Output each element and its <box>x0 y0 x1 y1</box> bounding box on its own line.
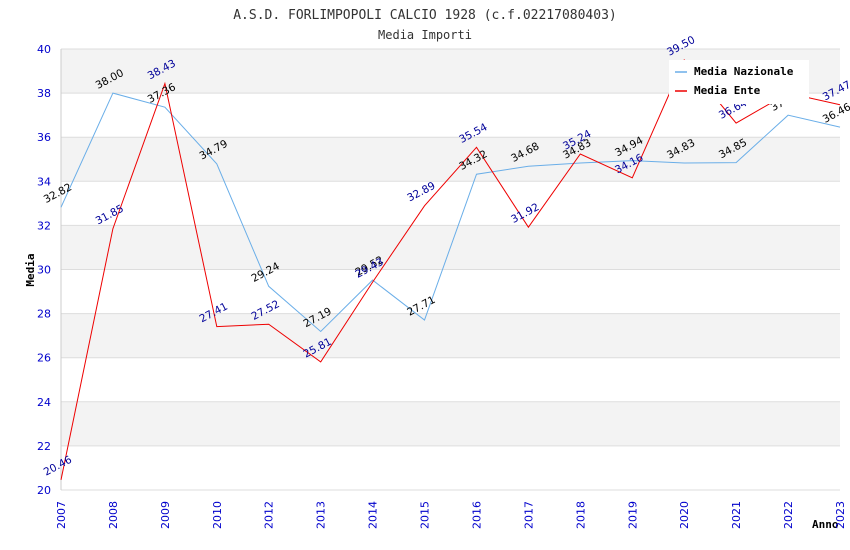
x-tick-label: 2010 <box>211 501 224 529</box>
x-axis-label: Anno <box>812 518 839 531</box>
legend: Media Nazionale Media Ente <box>669 60 809 104</box>
x-tick-label: 2020 <box>678 501 691 529</box>
plot-band <box>61 181 840 226</box>
x-tick-label: 2017 <box>522 501 535 529</box>
y-tick-label: 36 <box>37 131 51 144</box>
plot-background-bands <box>61 49 840 490</box>
legend-label-media-ente: Media Ente <box>694 84 761 97</box>
series-line-media-nazionale <box>60 92 841 333</box>
plot-band <box>61 269 840 314</box>
y-tick-label: 34 <box>37 175 51 188</box>
x-tick-label: 2012 <box>263 501 276 529</box>
x-tick-label: 2019 <box>626 501 639 529</box>
y-tick-labels: 20 22 24 26 28 30 32 34 36 38 40 <box>37 43 51 497</box>
x-tick-labels: 2007 2008 2009 2010 2012 2013 2014 2015 2016 2017… <box>55 501 847 529</box>
x-tick-label: 2016 <box>470 501 483 529</box>
plot-band <box>61 357 840 402</box>
y-tick-label: 32 <box>37 219 51 232</box>
y-axis-label: Media <box>24 253 37 286</box>
y-tick-label: 28 <box>37 308 51 321</box>
x-tick-label: 2015 <box>419 501 432 529</box>
x-tick-label: 2023 <box>834 501 847 529</box>
y-tick-label: 40 <box>37 43 51 56</box>
gridlines <box>60 48 840 491</box>
y-tick-label: 26 <box>37 352 51 365</box>
x-tick-label: 2018 <box>574 501 587 529</box>
y-tick-label: 22 <box>37 440 51 453</box>
y-tick-label: 24 <box>37 396 51 409</box>
plot-band <box>61 401 840 446</box>
x-tick-label: 2009 <box>159 501 172 529</box>
x-tick-label: 2021 <box>730 501 743 529</box>
x-tick-label: 2007 <box>55 501 68 529</box>
plot-band <box>61 313 840 358</box>
plot-band <box>61 137 840 182</box>
chart-title: A.S.D. FORLIMPOPOLI CALCIO 1928 (c.f.022… <box>233 8 617 23</box>
legend-box <box>669 60 809 104</box>
x-tick-label: 2013 <box>315 501 328 529</box>
x-tick-label: 2014 <box>367 501 380 529</box>
plot-band <box>61 445 840 490</box>
y-tick-label: 38 <box>37 87 51 100</box>
y-tick-label: 30 <box>37 264 51 277</box>
x-tick-label: 2008 <box>107 501 120 529</box>
chart-subtitle: Media Importi <box>378 28 472 42</box>
y-tick-label: 20 <box>37 484 51 497</box>
x-tick-label: 2022 <box>782 501 795 529</box>
legend-label-media-nazionale: Media Nazionale <box>694 65 794 78</box>
